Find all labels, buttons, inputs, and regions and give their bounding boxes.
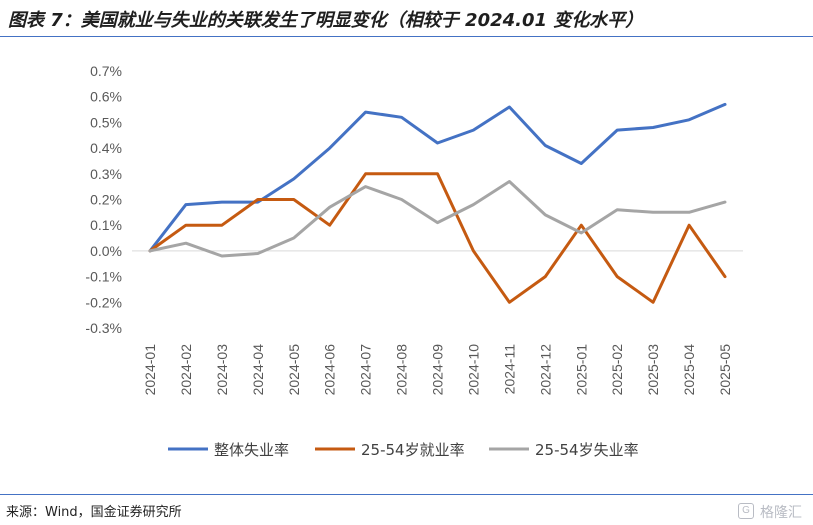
footer-rule: [0, 494, 813, 495]
y-tick-label: 0.0%: [90, 243, 122, 259]
watermark-text: 格隆汇: [760, 505, 802, 521]
y-tick-label: -0.3%: [85, 320, 122, 336]
y-tick-label: 0.3%: [90, 166, 122, 182]
x-tick-label: 2024-12: [537, 344, 553, 396]
series-lines: [148, 102, 727, 304]
watermark: G 格隆汇: [738, 500, 810, 522]
series-line-2: [148, 172, 727, 304]
x-axis-ticks: 2024-01 2024-02 2024-03 2024-04 2024-05 2024-…: [142, 344, 733, 396]
x-tick-label: 2024-04: [250, 344, 266, 396]
title-rule: [0, 36, 813, 37]
y-tick-label: 0.4%: [90, 140, 122, 156]
series-line-3: [148, 180, 727, 258]
line-chart: 0.7% 0.6% 0.5% 0.4% 0.3% 0.2% 0.1% 0.0% -0.1% -0.…: [85, 63, 743, 459]
x-tick-label: 2024-03: [214, 344, 230, 396]
y-tick-label: 0.7%: [90, 63, 122, 79]
y-tick-label: -0.1%: [85, 269, 122, 285]
legend-label-2: 25-54岁就业率: [361, 441, 465, 459]
x-tick-label: 2024-06: [322, 344, 338, 396]
x-tick-label: 2025-05: [717, 344, 733, 396]
chart-title: 图表 7：美国就业与失业的关联发生了明显变化（相较于 2024.01 变化水平）: [8, 10, 644, 31]
x-tick-label: 2024-05: [286, 344, 302, 396]
x-tick-label: 2024-09: [430, 344, 446, 396]
legend-label-1: 整体失业率: [214, 441, 289, 459]
watermark-logo-icon: G: [738, 503, 754, 519]
x-tick-label: 2024-10: [465, 344, 481, 396]
x-tick-label: 2025-04: [681, 344, 697, 396]
x-tick-label: 2025-02: [609, 344, 625, 396]
x-tick-label: 2025-01: [573, 344, 589, 396]
x-tick-label: 2024-08: [394, 344, 410, 396]
legend: 整体失业率 25-54岁就业率 25-54岁失业率: [168, 441, 639, 459]
y-tick-label: -0.2%: [85, 294, 122, 310]
x-tick-label: 2025-03: [645, 344, 661, 396]
source-note: 来源：Wind，国金证券研究所: [6, 505, 182, 520]
y-tick-label: 0.6%: [90, 89, 122, 105]
x-tick-label: 2024-02: [178, 344, 194, 396]
y-tick-label: 0.1%: [90, 217, 122, 233]
x-tick-label: 2024-01: [142, 344, 158, 396]
x-tick-label: 2024-11: [501, 344, 517, 395]
x-tick-label: 2024-07: [358, 344, 374, 396]
legend-label-3: 25-54岁失业率: [535, 441, 639, 459]
y-axis-ticks: 0.7% 0.6% 0.5% 0.4% 0.3% 0.2% 0.1% 0.0% -0.1% -0.…: [85, 63, 122, 336]
series-line-1: [148, 102, 727, 253]
y-tick-label: 0.5%: [90, 114, 122, 130]
y-tick-label: 0.2%: [90, 192, 122, 208]
title-bar: 图表 7：美国就业与失业的关联发生了明显变化（相较于 2024.01 变化水平）: [0, 0, 813, 36]
